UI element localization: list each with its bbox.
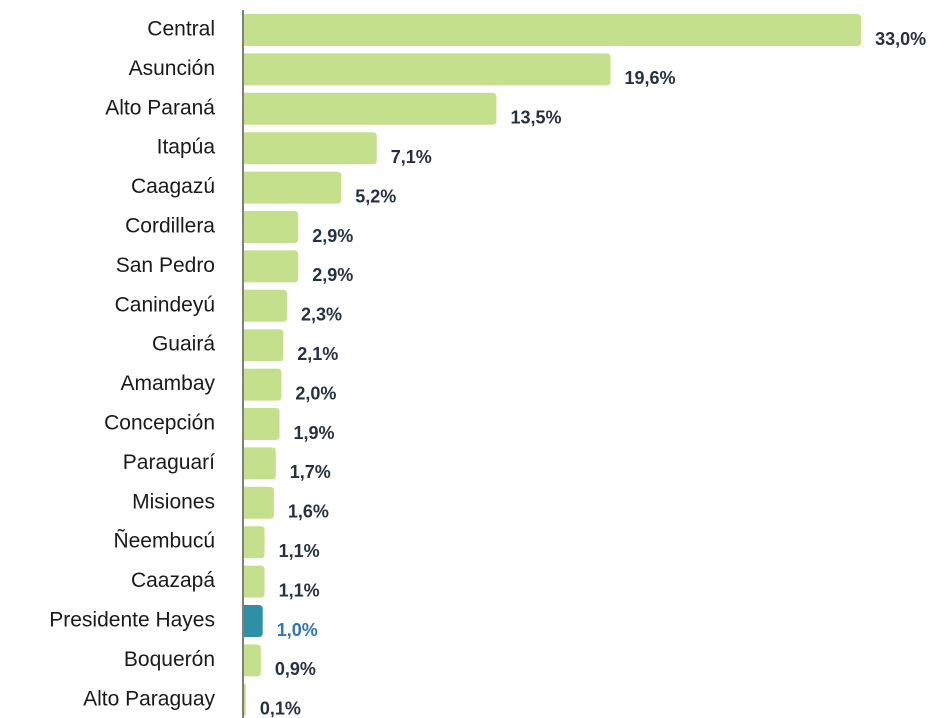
value-label: 2,1% (297, 344, 338, 364)
value-label: 19,6% (625, 68, 676, 88)
category-label: San Pedro (116, 254, 215, 277)
value-label: 0,9% (275, 659, 316, 679)
bar (244, 53, 611, 86)
bar (244, 368, 282, 401)
category-label: Cordillera (125, 215, 215, 238)
category-label: Caagazú (131, 175, 215, 198)
bar (244, 289, 288, 322)
category-label: Concepción (104, 412, 215, 435)
value-label: 1,1% (279, 541, 320, 561)
bar (244, 14, 862, 46)
bar (244, 486, 274, 519)
bar (244, 526, 265, 559)
bar (244, 565, 265, 598)
category-label: Itapúa (157, 136, 216, 159)
bar (244, 250, 299, 283)
category-label: Central (147, 18, 215, 41)
bar (244, 605, 263, 637)
value-label: 33,0% (875, 29, 926, 49)
value-label: 2,9% (312, 265, 353, 285)
bar (244, 683, 246, 716)
category-label: Caazapá (131, 569, 215, 592)
category-label: Paraguarí (123, 451, 215, 474)
bar (244, 644, 261, 677)
value-label: 2,9% (312, 226, 353, 246)
value-label: 2,0% (295, 383, 336, 403)
value-label: 1,7% (290, 462, 331, 482)
category-label: Canindeyú (115, 293, 215, 316)
category-label: Ñeembucú (113, 529, 215, 553)
category-label: Boquerón (124, 648, 215, 671)
value-label: 7,1% (391, 147, 432, 167)
category-label: Misiones (132, 490, 215, 513)
value-label: 2,3% (301, 305, 342, 325)
bar (244, 329, 284, 362)
bar (244, 92, 497, 125)
bar (244, 132, 377, 165)
category-label: Alto Paraná (105, 96, 215, 119)
value-label: 13,5% (510, 108, 561, 128)
category-label: Alto Paraguay (83, 687, 215, 710)
category-label: Presidente Hayes (49, 609, 215, 632)
value-label: 1,0% (277, 620, 318, 640)
category-label: Amambay (120, 372, 215, 395)
value-label: 0,1% (260, 699, 301, 718)
bar (244, 447, 276, 480)
category-label: Asunción (129, 57, 215, 80)
value-label: 1,9% (294, 423, 335, 443)
bar (244, 211, 299, 243)
value-label: 1,1% (279, 580, 320, 600)
bar (244, 408, 280, 440)
value-label: 1,6% (288, 502, 329, 522)
value-label: 5,2% (355, 186, 396, 206)
bar (244, 171, 342, 204)
category-label: Guairá (152, 333, 215, 356)
